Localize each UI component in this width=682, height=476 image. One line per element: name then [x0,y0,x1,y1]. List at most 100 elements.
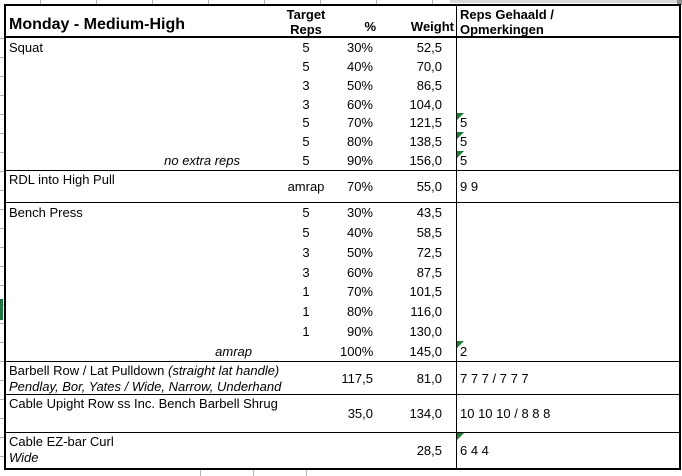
cell-percent[interactable]: 100% [340,343,374,359]
cell-weight[interactable]: 121,5 [409,115,442,131]
cell-result[interactable] [457,282,679,302]
cell-weight[interactable]: 43,5 [416,205,442,221]
cell-target-reps[interactable]: 5 [302,39,310,55]
flag-triangle-icon [457,113,464,121]
cell-result[interactable] [457,322,679,342]
cell-result[interactable]: 6 4 4 [456,433,679,468]
cell-percent[interactable]: 30% [346,205,373,221]
cell-target-reps[interactable]: 5 [302,115,310,131]
cell-result[interactable] [457,243,679,263]
cell-result[interactable] [457,38,679,57]
cell-percent[interactable]: 60% [346,264,373,280]
top-right-band [450,0,682,3]
cell-percent[interactable]: 70% [346,284,373,300]
cell-target-reps[interactable]: 3 [302,264,310,280]
cell-weight[interactable]: 130,0 [409,323,442,339]
cell-result[interactable] [457,95,679,114]
cell-exercise-name[interactable]: Bench Press [9,205,83,221]
cell-weight[interactable]: 145,0 [409,343,442,359]
cell-exercise-name[interactable]: RDL into High Pull [9,172,115,187]
cell-result[interactable]: 5 [457,151,679,170]
cell-weight[interactable]: 72,5 [416,244,442,260]
cell-exercise-name[interactable]: Barbell Row / Lat Pulldown (straight lat… [9,363,282,394]
cell-result[interactable] [457,76,679,95]
cell-result[interactable] [457,262,679,282]
cell-result[interactable] [457,203,679,223]
cell-note[interactable]: no extra reps [164,153,240,169]
cell-percent[interactable]: 70% [346,179,373,194]
cell-target-reps[interactable]: amrap [287,179,325,194]
cell-weight[interactable]: 104,0 [409,96,442,112]
cell-target-reps[interactable]: 3 [302,244,310,260]
cell-percent[interactable]: 80% [346,304,373,320]
cell-result[interactable]: 5 [457,132,679,151]
cell-target-reps[interactable]: 5 [302,134,310,150]
cell-weight[interactable]: 101,5 [409,284,442,300]
cell-target-reps[interactable]: 5 [302,205,310,221]
cell-exercise-name[interactable]: Cable Upight Row ss Inc. Bench Barbell S… [9,396,278,411]
cell-exercise-name[interactable]: Squat [9,39,43,55]
cell-weight[interactable]: 81,0 [416,370,442,386]
cell-weight[interactable]: 116,0 [410,304,442,320]
cell-result[interactable] [457,57,679,76]
cell-target-reps[interactable]: 1 [302,323,310,339]
cell-weight[interactable]: 55,0 [416,179,442,194]
cell-result[interactable]: 2 [457,341,679,361]
table-row: 35,0 134,0 [6,395,456,432]
cell-weight[interactable]: 86,5 [416,77,442,93]
cell-percent[interactable]: 90% [346,153,373,169]
cell-weight[interactable]: 156,0 [409,153,442,169]
cell-percent[interactable]: 30% [346,39,373,55]
cell-result[interactable] [457,302,679,322]
cell-percent[interactable]: 60% [346,96,373,112]
column-header-weight[interactable]: Weight [410,19,454,34]
cell-note[interactable]: amrap [215,343,252,359]
table-row: 1 90% 130,0 [6,322,456,342]
cell-result[interactable]: 7 7 7 / 7 7 7 [456,362,679,394]
header-row: Monday - Medium-High Target Reps % Weigh… [6,6,679,38]
cell-weight[interactable]: 52,5 [416,39,442,55]
cell-weight[interactable]: 70,0 [416,58,442,74]
table-row: 5 40% 70,0 [6,57,456,76]
cell-weight[interactable]: 87,5 [416,264,442,280]
cell-percent[interactable]: 70% [346,115,373,131]
cell-weight[interactable]: 28,5 [416,443,442,458]
cell-result[interactable]: 5 [457,113,679,132]
flag-triangle-icon [457,132,464,140]
table-row: 28,5 [6,433,456,468]
cell-target-reps[interactable]: 5 [302,58,310,74]
cell-percent[interactable]: 35,0 [347,406,373,421]
cell-percent[interactable]: 40% [346,58,373,74]
cell-weight[interactable]: 138,5 [409,134,442,150]
exercise-subtitle: Wide [9,450,39,465]
cell-target-reps[interactable]: 3 [302,96,310,112]
table-row: Bench Press 5 30% 43,5 [6,203,456,223]
cell-result[interactable]: 9 9 [456,171,679,202]
cell-weight[interactable]: 134,0 [409,406,442,421]
cell-percent[interactable]: 80% [346,134,373,150]
cell-result[interactable]: 10 10 10 / 8 8 8 [456,395,679,432]
table-row: amrap 70% 55,0 [6,171,456,202]
flag-triangle-icon [457,151,464,159]
section-cable-upright-row: Cable Upight Row ss Inc. Bench Barbell S… [6,395,679,433]
cell-result[interactable] [457,223,679,243]
column-header-percent[interactable]: % [364,19,376,34]
exercise-name-note: (straight lat handle) [167,363,280,378]
workout-table: Monday - Medium-High Target Reps % Weigh… [4,4,681,470]
page-title[interactable]: Monday - Medium-High [9,16,185,33]
cell-target-reps[interactable]: 5 [302,225,310,241]
cell-target-reps[interactable]: 5 [302,153,310,169]
cell-percent[interactable]: 50% [346,244,373,260]
column-header-target-reps[interactable]: Target Reps [286,7,326,37]
cell-target-reps[interactable]: 3 [302,77,310,93]
cell-percent[interactable]: 50% [346,77,373,93]
cell-percent[interactable]: 90% [346,323,373,339]
cell-percent[interactable]: 40% [346,225,373,241]
cell-exercise-name[interactable]: Cable EZ-bar Curl Wide [9,434,114,465]
cell-target-reps[interactable]: 1 [302,304,310,320]
cell-target-reps[interactable]: 1 [302,284,310,300]
cell-weight[interactable]: 58,5 [416,225,442,241]
table-row: 5 70% 121,5 [6,113,456,132]
cell-percent[interactable]: 117,5 [341,370,373,386]
column-header-result[interactable]: Reps Gehaald / Opmerkingen [460,7,554,37]
